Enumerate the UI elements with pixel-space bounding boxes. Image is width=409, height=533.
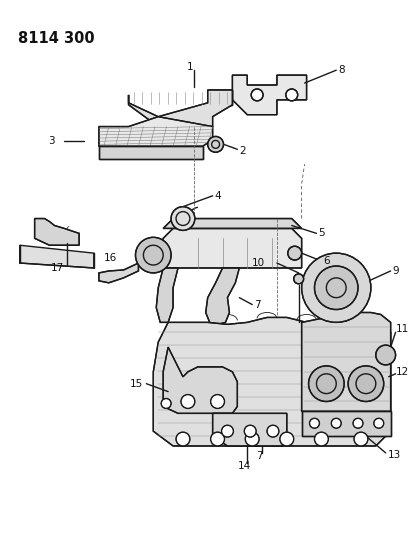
Circle shape: [330, 418, 340, 428]
Text: 4: 4: [214, 191, 221, 201]
Text: 15: 15: [130, 378, 143, 389]
Circle shape: [373, 418, 383, 428]
Polygon shape: [99, 117, 212, 147]
Circle shape: [244, 425, 256, 437]
Polygon shape: [301, 411, 390, 436]
Polygon shape: [156, 268, 178, 322]
Text: 14: 14: [237, 461, 250, 471]
Polygon shape: [128, 90, 232, 126]
Circle shape: [266, 425, 278, 437]
Circle shape: [135, 237, 171, 273]
Circle shape: [375, 345, 395, 365]
Circle shape: [207, 136, 223, 152]
Text: 1: 1: [186, 62, 193, 72]
Circle shape: [210, 432, 224, 446]
Circle shape: [161, 399, 171, 408]
Circle shape: [314, 266, 357, 310]
Polygon shape: [34, 219, 79, 245]
Text: 6: 6: [323, 256, 329, 266]
Polygon shape: [99, 147, 202, 159]
Circle shape: [293, 274, 303, 284]
Circle shape: [210, 394, 224, 408]
Polygon shape: [153, 312, 390, 446]
Polygon shape: [207, 90, 232, 105]
Polygon shape: [212, 414, 286, 446]
Text: 17: 17: [51, 263, 64, 273]
Text: 3: 3: [48, 136, 54, 147]
Text: 7: 7: [254, 300, 260, 310]
Text: 16: 16: [103, 253, 117, 263]
Text: 2: 2: [239, 146, 245, 156]
Circle shape: [352, 418, 362, 428]
Text: 5: 5: [318, 228, 324, 238]
Text: 10: 10: [251, 258, 264, 268]
Polygon shape: [163, 229, 301, 268]
Circle shape: [171, 207, 194, 230]
Circle shape: [245, 432, 258, 446]
Text: 7: 7: [255, 451, 262, 461]
Circle shape: [309, 418, 319, 428]
Text: 13: 13: [387, 450, 400, 460]
Circle shape: [353, 432, 367, 446]
Circle shape: [180, 394, 194, 408]
Text: 12: 12: [395, 367, 408, 377]
Polygon shape: [99, 263, 138, 283]
Polygon shape: [301, 312, 390, 411]
Circle shape: [251, 89, 263, 101]
Circle shape: [285, 89, 297, 101]
Circle shape: [221, 425, 233, 437]
Polygon shape: [20, 245, 94, 268]
Polygon shape: [205, 268, 239, 325]
Circle shape: [279, 432, 293, 446]
Circle shape: [347, 366, 383, 401]
Polygon shape: [232, 75, 306, 115]
Text: 11: 11: [395, 324, 408, 334]
Circle shape: [308, 366, 343, 401]
Circle shape: [301, 253, 370, 322]
Text: 8: 8: [337, 65, 344, 75]
Circle shape: [175, 432, 189, 446]
Text: 9: 9: [392, 266, 398, 276]
Circle shape: [287, 246, 301, 260]
Circle shape: [314, 432, 328, 446]
Polygon shape: [163, 347, 237, 414]
Text: 8114 300: 8114 300: [18, 30, 94, 46]
Polygon shape: [163, 219, 301, 229]
